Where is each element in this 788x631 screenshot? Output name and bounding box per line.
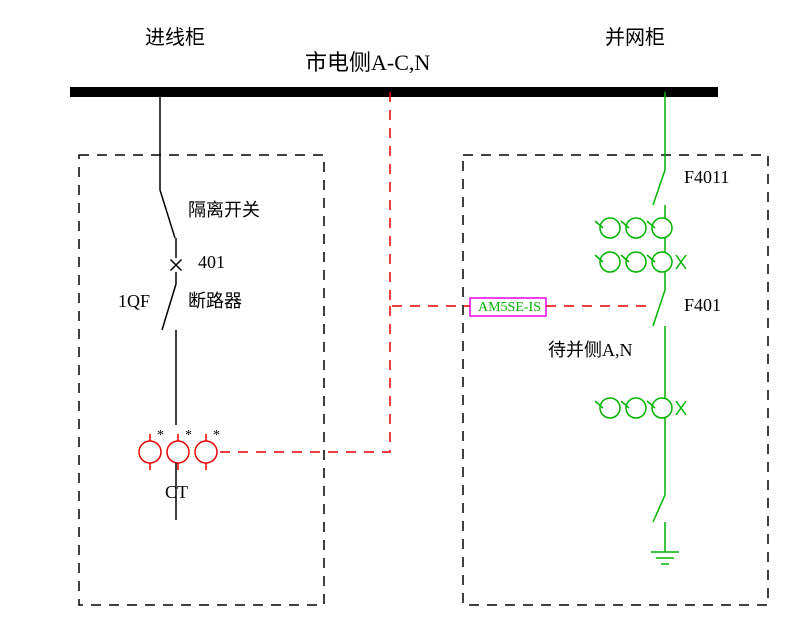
isolator-switch <box>160 190 175 238</box>
switch-f401 <box>653 290 665 326</box>
breaker-1qf <box>162 284 176 330</box>
label-f4011: F4011 <box>684 167 729 187</box>
ct-star-0: * <box>157 428 164 443</box>
label-breaker: 断路器 <box>188 291 242 311</box>
ct-circle-0 <box>139 441 161 463</box>
label-left_cabinet: 进线柜 <box>145 26 205 49</box>
label-f401: F401 <box>684 295 721 315</box>
label-parallel_side: 待并侧A,N <box>548 340 633 360</box>
ct-star-1: * <box>185 428 192 443</box>
switch-f4011 <box>653 170 665 205</box>
label-device: AM5SE-IS <box>478 300 541 315</box>
ct-star-2: * <box>213 428 220 443</box>
label-isolator: 隔离开关 <box>188 200 260 220</box>
left-cabinet-outline <box>79 155 324 605</box>
ct-circle-1 <box>167 441 189 463</box>
label-n401: 401 <box>198 252 225 272</box>
signal-wire-2 <box>217 306 390 452</box>
signal-wire-0 <box>390 92 470 306</box>
label-bus: 市电侧A-C,N <box>305 50 430 75</box>
right-cabinet-outline <box>463 155 768 605</box>
label-right_cabinet: 并网柜 <box>605 26 665 49</box>
ground-switch <box>653 495 665 522</box>
electrical-single-line-diagram: 进线柜并网柜市电侧A-C,N隔离开关4011QF断路器CTAM5SE-IS待并侧… <box>0 0 788 631</box>
ct-circle-2 <box>195 441 217 463</box>
label-qf1: 1QF <box>118 291 150 311</box>
